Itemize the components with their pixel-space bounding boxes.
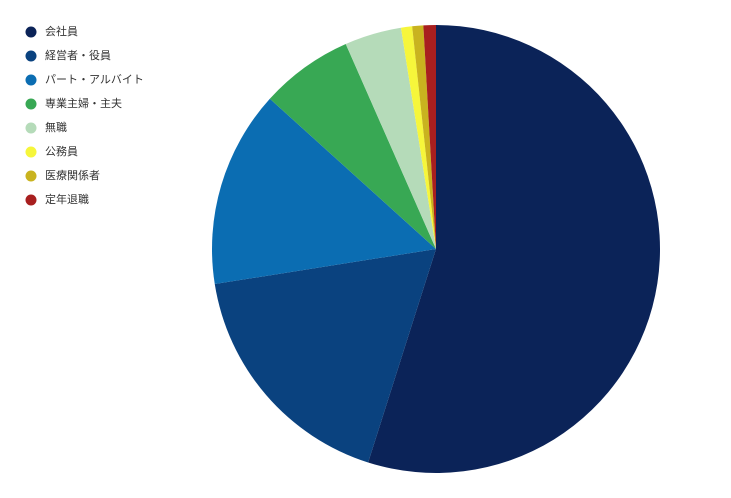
pie-slice <box>269 43 436 249</box>
legend-marker <box>25 122 37 134</box>
pie-slice <box>345 27 436 249</box>
legend-marker <box>25 146 37 158</box>
legend-label: パート・アルバイト <box>45 73 144 86</box>
legend-label: 無職 <box>45 120 67 134</box>
legend-label: 定年退職 <box>45 192 89 206</box>
legend-label: 専業主婦・主夫 <box>45 96 122 110</box>
pie-slice <box>214 249 436 463</box>
legend-label: 公務員 <box>45 144 78 158</box>
legend-label: 会社員 <box>45 24 78 38</box>
legend-marker <box>25 50 37 62</box>
legend-marker <box>25 170 37 182</box>
pie-slice <box>412 25 436 250</box>
pie-slice <box>368 25 660 473</box>
legend-marker <box>25 98 37 110</box>
pie-slice <box>423 25 436 249</box>
legend-marker <box>25 194 37 206</box>
legend-marker <box>25 74 37 86</box>
pie-slice <box>212 98 436 285</box>
legend-marker <box>25 26 37 38</box>
legend-label: 医療関係者 <box>45 168 100 182</box>
pie-slice <box>400 26 436 249</box>
legend-label: 経営者・役員 <box>45 48 111 62</box>
